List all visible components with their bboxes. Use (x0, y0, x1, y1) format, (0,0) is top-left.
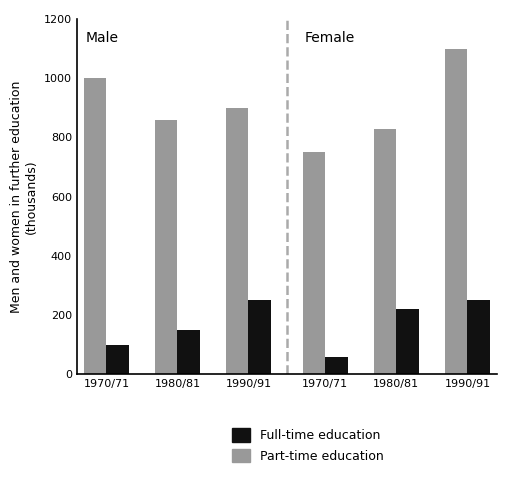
Bar (106, 345, 129, 374)
Bar (226, 108, 248, 374)
Bar (178, 330, 200, 374)
Bar (396, 309, 419, 374)
Bar (325, 357, 348, 374)
Bar (445, 48, 467, 374)
Bar (155, 120, 178, 374)
Bar (84, 78, 106, 374)
Text: Male: Male (86, 31, 119, 45)
Text: Female: Female (305, 31, 355, 45)
Legend: Full-time education, Part-time education: Full-time education, Part-time education (227, 423, 389, 468)
Bar (248, 300, 271, 374)
Bar (467, 300, 490, 374)
Bar (303, 152, 325, 374)
Bar (374, 129, 396, 374)
Y-axis label: Men and women in further education
(thousands): Men and women in further education (thou… (10, 81, 38, 313)
